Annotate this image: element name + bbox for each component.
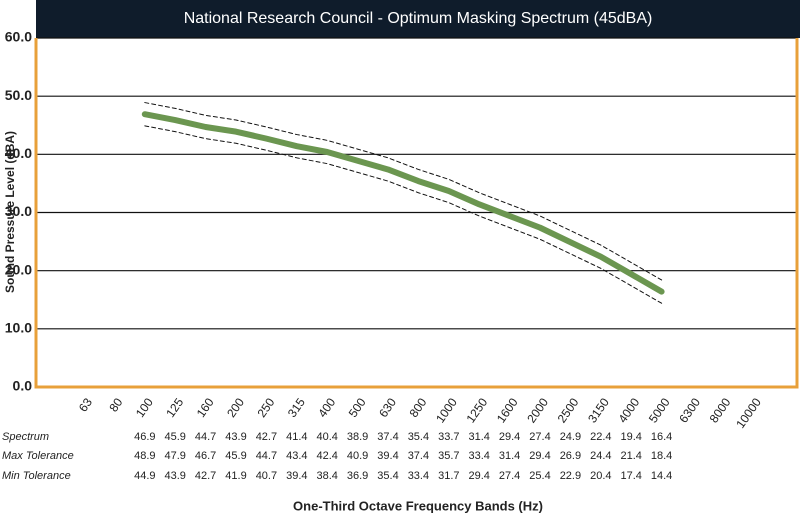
legend-label: Spectrum xyxy=(2,431,49,443)
data-label: 42.4 xyxy=(316,450,337,462)
data-label: 44.7 xyxy=(195,431,216,443)
data-label: 38.9 xyxy=(347,431,368,443)
x-tick-label: 250 xyxy=(254,395,277,420)
legend-label: Min Tolerance xyxy=(2,470,71,482)
x-tick-label: 3150 xyxy=(585,395,612,425)
data-label: 43.9 xyxy=(164,470,185,482)
data-label: 35.4 xyxy=(408,431,429,443)
data-label: 44.7 xyxy=(256,450,277,462)
data-label: 42.7 xyxy=(256,431,277,443)
data-label: 19.4 xyxy=(620,431,641,443)
x-tick-label: 125 xyxy=(163,395,186,420)
data-label: 29.4 xyxy=(529,450,550,462)
x-axis-title: One-Third Octave Frequency Bands (Hz) xyxy=(293,498,543,513)
x-tick-label: 160 xyxy=(194,395,217,420)
data-label: 45.9 xyxy=(164,431,185,443)
chart-title: National Research Council - Optimum Mask… xyxy=(184,10,653,27)
title-bar xyxy=(36,0,800,38)
data-label: 39.4 xyxy=(286,470,307,482)
x-tick-label: 1250 xyxy=(463,395,490,425)
plot-border xyxy=(34,38,799,389)
data-label: 40.9 xyxy=(347,450,368,462)
x-tick-label: 10000 xyxy=(733,395,764,431)
x-tick-label: 6300 xyxy=(676,395,703,425)
x-tick-label: 100 xyxy=(133,395,156,420)
y-tick-label: 10.0 xyxy=(5,320,32,336)
x-tick-label: 200 xyxy=(224,395,247,420)
data-label: 33.4 xyxy=(468,450,489,462)
data-label: 24.4 xyxy=(590,450,611,462)
data-label: 46.9 xyxy=(134,431,155,443)
data-label: 20.4 xyxy=(590,470,611,482)
data-label: 46.7 xyxy=(195,450,216,462)
data-label: 44.9 xyxy=(134,470,155,482)
data-label: 16.4 xyxy=(651,431,672,443)
x-tick-label: 1600 xyxy=(494,395,521,425)
data-label: 35.4 xyxy=(377,470,398,482)
data-label: 24.9 xyxy=(560,431,581,443)
data-label: 33.4 xyxy=(408,470,429,482)
series-line xyxy=(144,125,663,304)
y-tick-label: 20.0 xyxy=(5,261,32,277)
data-label: 40.7 xyxy=(256,470,277,482)
data-label: 47.9 xyxy=(164,450,185,462)
data-label: 43.9 xyxy=(225,431,246,443)
x-tick-label: 4000 xyxy=(615,395,642,425)
data-label: 35.7 xyxy=(438,450,459,462)
x-tick-label: 80 xyxy=(106,395,125,414)
legend-label: Max Tolerance xyxy=(2,450,74,462)
data-label: 27.4 xyxy=(529,431,550,443)
x-tick-label: 630 xyxy=(376,395,399,420)
data-label: 38.4 xyxy=(316,470,337,482)
x-tick-label: 800 xyxy=(406,395,429,420)
data-label: 40.4 xyxy=(316,431,337,443)
series-line xyxy=(144,102,663,281)
data-label: 25.4 xyxy=(529,470,550,482)
data-label: 29.4 xyxy=(499,431,520,443)
data-label: 14.4 xyxy=(651,470,672,482)
x-tick-label: 500 xyxy=(346,395,369,420)
data-label: 22.9 xyxy=(560,470,581,482)
y-tick-label: 0.0 xyxy=(13,378,33,394)
data-label: 33.7 xyxy=(438,431,459,443)
data-label: 22.4 xyxy=(590,431,611,443)
y-tick-label: 60.0 xyxy=(5,29,32,45)
data-label: 43.4 xyxy=(286,450,307,462)
data-label: 17.4 xyxy=(620,470,641,482)
data-label: 41.9 xyxy=(225,470,246,482)
data-label: 31.4 xyxy=(468,431,489,443)
data-label: 41.4 xyxy=(286,431,307,443)
data-label: 18.4 xyxy=(651,450,672,462)
x-tick-label: 2000 xyxy=(524,395,551,425)
y-tick-label: 40.0 xyxy=(5,145,32,161)
data-label: 36.9 xyxy=(347,470,368,482)
y-tick-label: 30.0 xyxy=(5,203,32,219)
x-tick-label: 2500 xyxy=(555,395,582,425)
data-label: 31.4 xyxy=(499,450,520,462)
data-label: 39.4 xyxy=(377,450,398,462)
data-label: 29.4 xyxy=(468,470,489,482)
x-tick-label: 1000 xyxy=(433,395,460,425)
y-tick-label: 50.0 xyxy=(5,87,32,103)
x-tick-label: 8000 xyxy=(707,395,734,425)
data-label: 48.9 xyxy=(134,450,155,462)
y-axis-title: Sound Pressure Level (dBA) xyxy=(3,131,17,293)
x-tick-label: 315 xyxy=(285,395,308,420)
x-tick-label: 400 xyxy=(315,395,338,420)
data-label: 27.4 xyxy=(499,470,520,482)
data-label: 42.7 xyxy=(195,470,216,482)
series-line xyxy=(141,111,665,295)
data-label: 26.9 xyxy=(560,450,581,462)
x-tick-label: 5000 xyxy=(646,395,673,425)
data-label: 21.4 xyxy=(620,450,641,462)
data-label: 37.4 xyxy=(408,450,429,462)
data-label: 37.4 xyxy=(377,431,398,443)
data-label: 31.7 xyxy=(438,470,459,482)
data-label: 45.9 xyxy=(225,450,246,462)
x-tick-label: 63 xyxy=(76,395,95,414)
